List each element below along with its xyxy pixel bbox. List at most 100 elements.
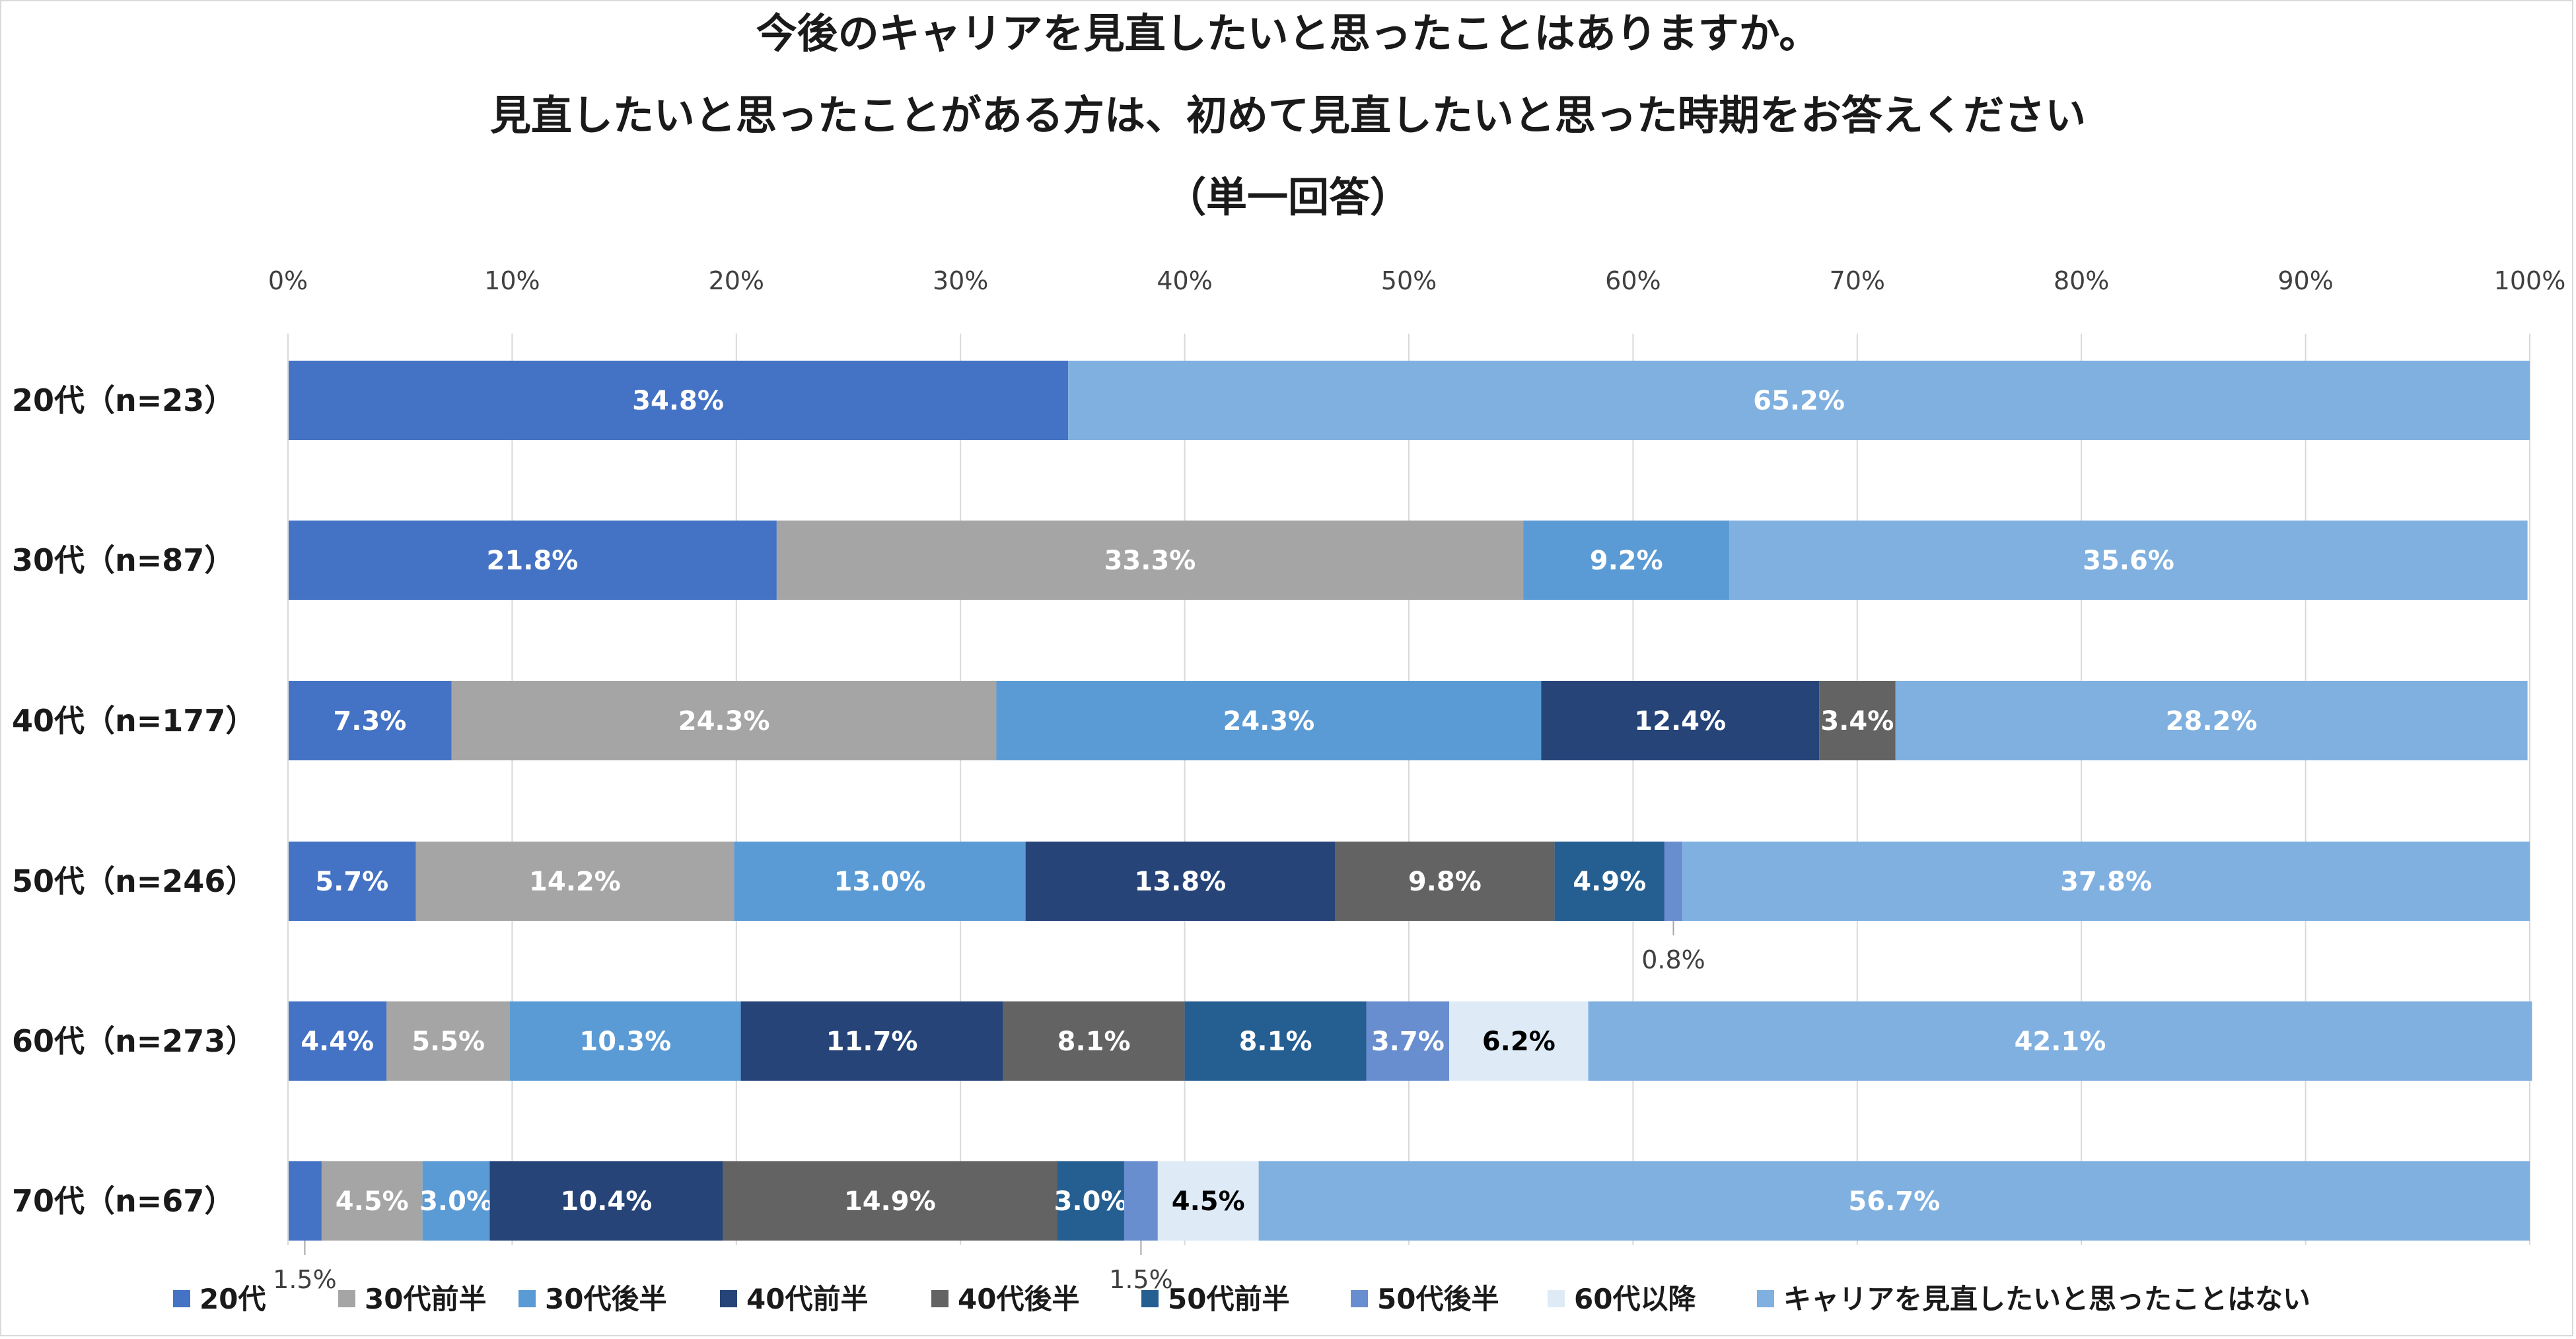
category-label: 70代（n=67）: [12, 1183, 234, 1219]
bar-segment: [451, 681, 997, 760]
legend-swatch: [1757, 1290, 1774, 1307]
chart-title-line: 今後のキャリアを見直したいと思ったことはありますか。: [756, 9, 1820, 57]
bar-segment: [1541, 681, 1820, 760]
data-label: 13.0%: [834, 867, 926, 897]
data-label: 5.5%: [411, 1027, 485, 1057]
bar-segment: [1729, 521, 2528, 600]
data-label: 28.2%: [2166, 706, 2258, 737]
legend-label: キャリアを見直したいと思ったことはない: [1783, 1283, 2310, 1315]
data-label: 8.1%: [1239, 1027, 1312, 1057]
x-tick-label: 60%: [1605, 266, 1661, 295]
x-tick-label: 100%: [2494, 266, 2566, 295]
bar-segment: [288, 361, 1069, 440]
bar-segment: [1157, 1161, 1259, 1241]
x-tick-label: 0%: [268, 266, 308, 295]
bar-segment: [288, 521, 777, 600]
x-tick-label: 30%: [933, 266, 988, 295]
x-tick-label: 90%: [2277, 266, 2333, 295]
data-label: 9.2%: [1590, 546, 1663, 576]
bar-segment: [1895, 681, 2528, 760]
x-tick-label: 50%: [1381, 266, 1437, 295]
bar-segment: [1819, 681, 1896, 760]
data-label: 24.3%: [1223, 706, 1314, 737]
data-label: 21.8%: [487, 546, 579, 576]
bar-segment: [776, 521, 1524, 600]
data-label: 4.5%: [336, 1186, 409, 1217]
bar-segment: [321, 1161, 423, 1241]
data-label: 13.8%: [1134, 867, 1226, 897]
bar-segment: [422, 1161, 490, 1241]
bar-segment: [734, 842, 1026, 921]
x-tick-label: 10%: [484, 266, 540, 295]
bar-segment: [386, 1001, 511, 1081]
data-label: 14.9%: [844, 1186, 936, 1217]
data-label: 4.5%: [1172, 1186, 1245, 1217]
legend-label: 20代: [199, 1283, 266, 1315]
legend-label: 30代後半: [545, 1283, 666, 1315]
x-tick-label: 70%: [1830, 266, 1885, 295]
bar-segment: [1588, 1001, 2532, 1081]
bar-segment: [1523, 521, 1730, 600]
bar-segment: [415, 842, 734, 921]
bar-segment: [1334, 842, 1555, 921]
bar-segment: [740, 1001, 1003, 1081]
bar-segment: [723, 1161, 1057, 1241]
data-label: 1.5%: [273, 1265, 337, 1294]
x-tick-label: 20%: [709, 266, 764, 295]
data-label: 37.8%: [2060, 867, 2152, 897]
bar-segment: [1682, 842, 2530, 921]
category-label: 60代（n=273）: [12, 1023, 256, 1059]
data-label: 65.2%: [1753, 386, 1845, 416]
legend-swatch: [720, 1290, 737, 1307]
bar-segment: [1003, 1001, 1185, 1081]
legend-label: 40代後半: [958, 1283, 1079, 1315]
bar-segment: [1258, 1161, 2530, 1241]
x-tick-label: 80%: [2054, 266, 2109, 295]
legend-swatch: [338, 1290, 355, 1307]
bar-segment: [288, 1161, 322, 1241]
bar-segment: [1057, 1161, 1124, 1241]
bar-segment: [1025, 842, 1335, 921]
bar-segment: [1124, 1161, 1158, 1241]
bar-segment: [288, 842, 416, 921]
data-label: 33.3%: [1104, 546, 1196, 576]
data-label: 42.1%: [2015, 1027, 2106, 1057]
bar-segment: [288, 1001, 387, 1081]
bar-segment: [1664, 842, 1683, 921]
data-label: 0.8%: [1641, 945, 1705, 974]
bar-segment: [510, 1001, 741, 1081]
category-label: 20代（n=23）: [12, 382, 234, 418]
legend-swatch: [173, 1290, 190, 1307]
category-label: 40代（n=177）: [12, 703, 256, 739]
data-label: 10.3%: [579, 1027, 671, 1057]
legend-swatch: [519, 1290, 536, 1307]
data-label: 1.5%: [1109, 1265, 1173, 1294]
data-label: 35.6%: [2083, 546, 2174, 576]
data-label: 34.8%: [632, 386, 724, 416]
legend-swatch: [1548, 1290, 1565, 1307]
bar-segment: [489, 1161, 723, 1241]
bar-segment: [1184, 1001, 1367, 1081]
bar-segment: [1068, 361, 2530, 440]
legend-swatch: [1141, 1290, 1159, 1307]
x-tick-label: 40%: [1157, 266, 1212, 295]
data-label: 24.3%: [678, 706, 770, 737]
data-label: 3.0%: [419, 1186, 493, 1217]
category-label: 30代（n=87）: [12, 542, 234, 578]
data-label: 8.1%: [1057, 1027, 1131, 1057]
legend-label: 50代後半: [1377, 1283, 1499, 1315]
chart-title-line: （単一回答）: [1165, 173, 1411, 221]
bar-segment: [1554, 842, 1664, 921]
legend-label: 40代前半: [746, 1283, 868, 1315]
data-label: 7.3%: [333, 706, 406, 737]
legend-swatch: [931, 1290, 948, 1307]
category-label: 50代（n=246）: [12, 863, 256, 899]
chart-title-line: 見直したいと思ったことがある方は、初めて見直したいと思った時期をお答えください: [490, 91, 2086, 139]
data-label: 14.2%: [529, 867, 621, 897]
bar-segment: [1449, 1001, 1589, 1081]
legend-swatch: [1351, 1290, 1368, 1307]
data-label: 5.7%: [315, 867, 388, 897]
bar-segment: [288, 681, 452, 760]
